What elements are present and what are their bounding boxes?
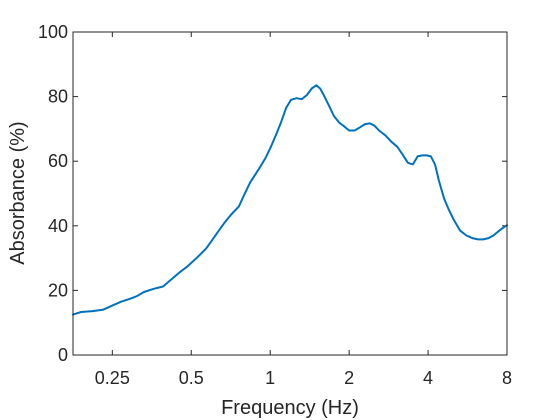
y-tick-label: 100 [38, 22, 68, 42]
y-tick-label: 40 [48, 216, 68, 236]
x-tick-label: 1 [265, 368, 275, 388]
x-tick-label: 4 [423, 368, 433, 388]
x-tick-label: 0.5 [179, 368, 204, 388]
plot-area [73, 32, 507, 355]
x-tick-label: 8 [502, 368, 512, 388]
y-axis-title: Absorbance (%) [7, 121, 29, 264]
y-tick-label: 0 [58, 345, 68, 365]
x-axis-title: Frequency (Hz) [221, 397, 359, 419]
y-tick-label: 20 [48, 280, 68, 300]
plot-frame [72, 31, 508, 356]
absorbance-series-line [72, 84, 508, 316]
x-tick-label: 0.25 [95, 368, 130, 388]
x-tick-label: 2 [344, 368, 354, 388]
y-tick-label: 80 [48, 87, 68, 107]
y-tick-label: 60 [48, 151, 68, 171]
series-layer [72, 84, 508, 316]
